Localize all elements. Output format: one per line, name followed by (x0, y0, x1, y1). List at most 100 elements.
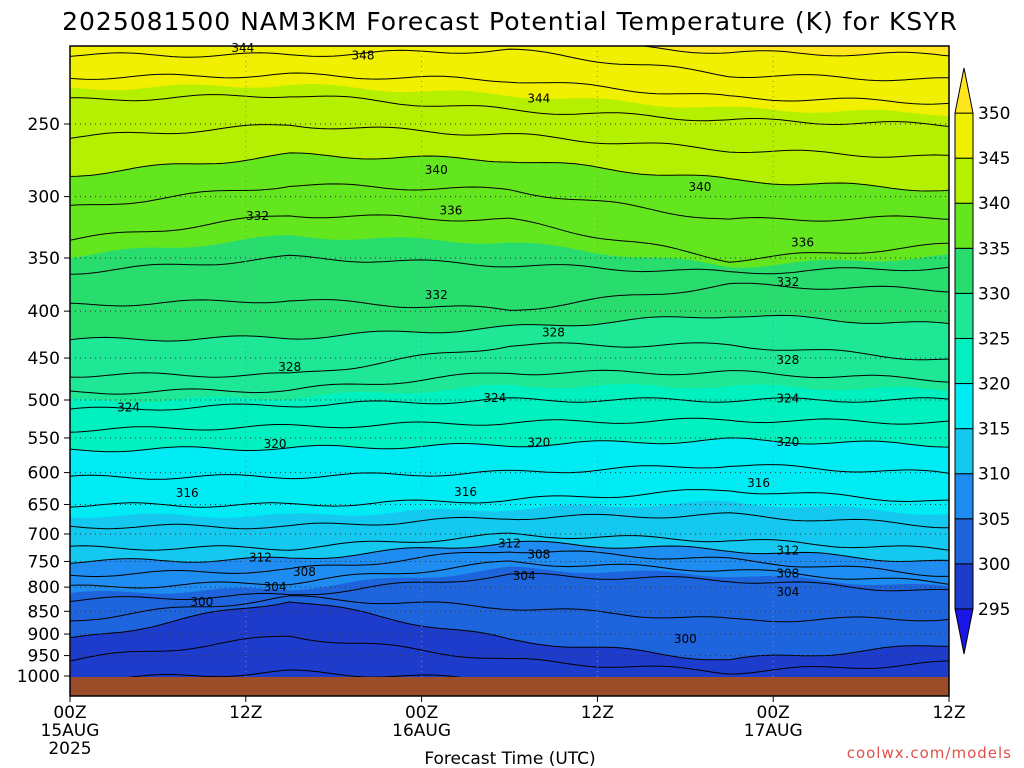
x-tick-label: 12Z (932, 703, 965, 723)
colorbar-label: 325 (978, 329, 1010, 349)
y-tick-label: 450 (28, 349, 60, 369)
contour-324 (70, 397, 949, 411)
colorbar-label: 345 (978, 149, 1010, 169)
colorbar-swatch (954, 518, 974, 565)
colorbar-swatch (954, 563, 974, 610)
colorbar-swatch (954, 292, 974, 339)
contour-label: 324 (483, 391, 506, 405)
y-axis: 250 300 350 400 450 500 550 600 650 700 750 800 850 9… (17, 115, 70, 687)
contour-label: 308 (776, 566, 799, 580)
contour-350 (639, 46, 949, 57)
contour-label: 320 (527, 436, 550, 450)
contour-label: 316 (176, 486, 199, 500)
y-tick-label: 300 (28, 188, 60, 208)
contour-label: 328 (776, 353, 799, 367)
contour-label: 320 (264, 437, 287, 451)
contour-lines (70, 46, 949, 686)
contour-326 (70, 369, 949, 395)
chart-title: 2025081500 NAM3KM Forecast Potential Tem… (62, 7, 958, 36)
y-tick-label: 250 (28, 115, 60, 135)
contour-318 (70, 464, 949, 480)
colorbar-swatch (954, 247, 974, 294)
filled-bands (70, 46, 949, 696)
contour-label: 304 (264, 580, 287, 594)
contour-label: 304 (513, 569, 536, 583)
contour-label: 340 (688, 180, 711, 194)
contour-label: 332 (776, 275, 799, 289)
contour-label: 328 (278, 360, 301, 374)
contour-300 (70, 601, 949, 661)
credit-text: coolwx.com/models (847, 744, 1012, 762)
contour-344 (70, 94, 949, 127)
colorbar-swatch (954, 473, 974, 520)
y-tick-label: 650 (28, 495, 60, 515)
colorbar-label: 340 (978, 194, 1010, 214)
x-tick-year: 2025 (48, 739, 91, 759)
contour-306 (70, 560, 949, 589)
contour-label: 324 (117, 400, 140, 414)
contour-label: 344 (527, 92, 550, 106)
y-tick-label: 750 (28, 552, 60, 572)
y-tick-label: 400 (28, 302, 60, 322)
contour-330 (70, 314, 949, 342)
x-tick-label: 12Z (581, 703, 614, 723)
colorbar-swatch (954, 428, 974, 475)
contour-342 (70, 124, 949, 158)
contour-label: 316 (747, 476, 770, 490)
contour-label: 340 (425, 163, 448, 177)
y-tick-label: 800 (28, 578, 60, 598)
y-tick-label: 1000 (17, 667, 60, 687)
contour-label: 336 (439, 204, 462, 218)
contour-label: 344 (231, 41, 254, 55)
colorbar-label: 310 (978, 465, 1010, 485)
y-tick-label: 850 (28, 602, 60, 622)
contour-320 (70, 437, 949, 453)
contour-label: 320 (776, 435, 799, 449)
plot-frame (69, 45, 950, 697)
contour-label: 324 (776, 392, 799, 406)
colorbar-label: 300 (978, 555, 1010, 575)
contour-340 (70, 152, 949, 192)
contour-label: 336 (791, 236, 814, 250)
contour-348 (70, 48, 949, 82)
ground-band (70, 677, 949, 696)
x-tick-label: 00Z (757, 703, 790, 723)
contour-label: 312 (498, 536, 521, 550)
contour-308 (70, 550, 949, 577)
x-tick-date: 16AUG (392, 721, 451, 741)
contour-346 (70, 72, 949, 105)
contour-322 (70, 417, 949, 433)
colorbar-arrow-low (954, 608, 974, 655)
contour-302 (70, 595, 949, 623)
contour-332 (70, 282, 949, 311)
band-300 (70, 601, 949, 696)
colorbar-label: 295 (978, 600, 1010, 620)
contour-label: 308 (293, 565, 316, 579)
contour-label: 328 (542, 326, 565, 340)
x-tick-label: 12Z (229, 703, 262, 723)
contour-label: 332 (425, 288, 448, 302)
contour-316 (70, 489, 949, 508)
x-tick-label: 00Z (405, 703, 438, 723)
contour-298 (70, 635, 949, 675)
y-tick-label: 550 (28, 429, 60, 449)
colorbar-swatch (954, 157, 974, 204)
contour-label: 300 (674, 632, 697, 646)
x-axis-label: Forecast Time (UTC) (424, 749, 595, 768)
colorbar-swatch (954, 337, 974, 385)
contour-336 (70, 214, 949, 263)
colorbar-label: 320 (978, 375, 1010, 395)
contour-314 (70, 512, 949, 530)
contour-label: 312 (249, 551, 272, 565)
x-tick-date: 15AUG (41, 721, 100, 741)
x-tick-label: 00Z (53, 703, 86, 723)
contour-label: 332 (246, 209, 269, 223)
contour-304 (70, 572, 949, 602)
y-tick-label: 350 (28, 249, 60, 269)
contour-338 (70, 183, 949, 222)
colorbar-label: 330 (978, 284, 1010, 304)
contour-label: 312 (776, 544, 799, 558)
contour-334 (70, 254, 949, 275)
